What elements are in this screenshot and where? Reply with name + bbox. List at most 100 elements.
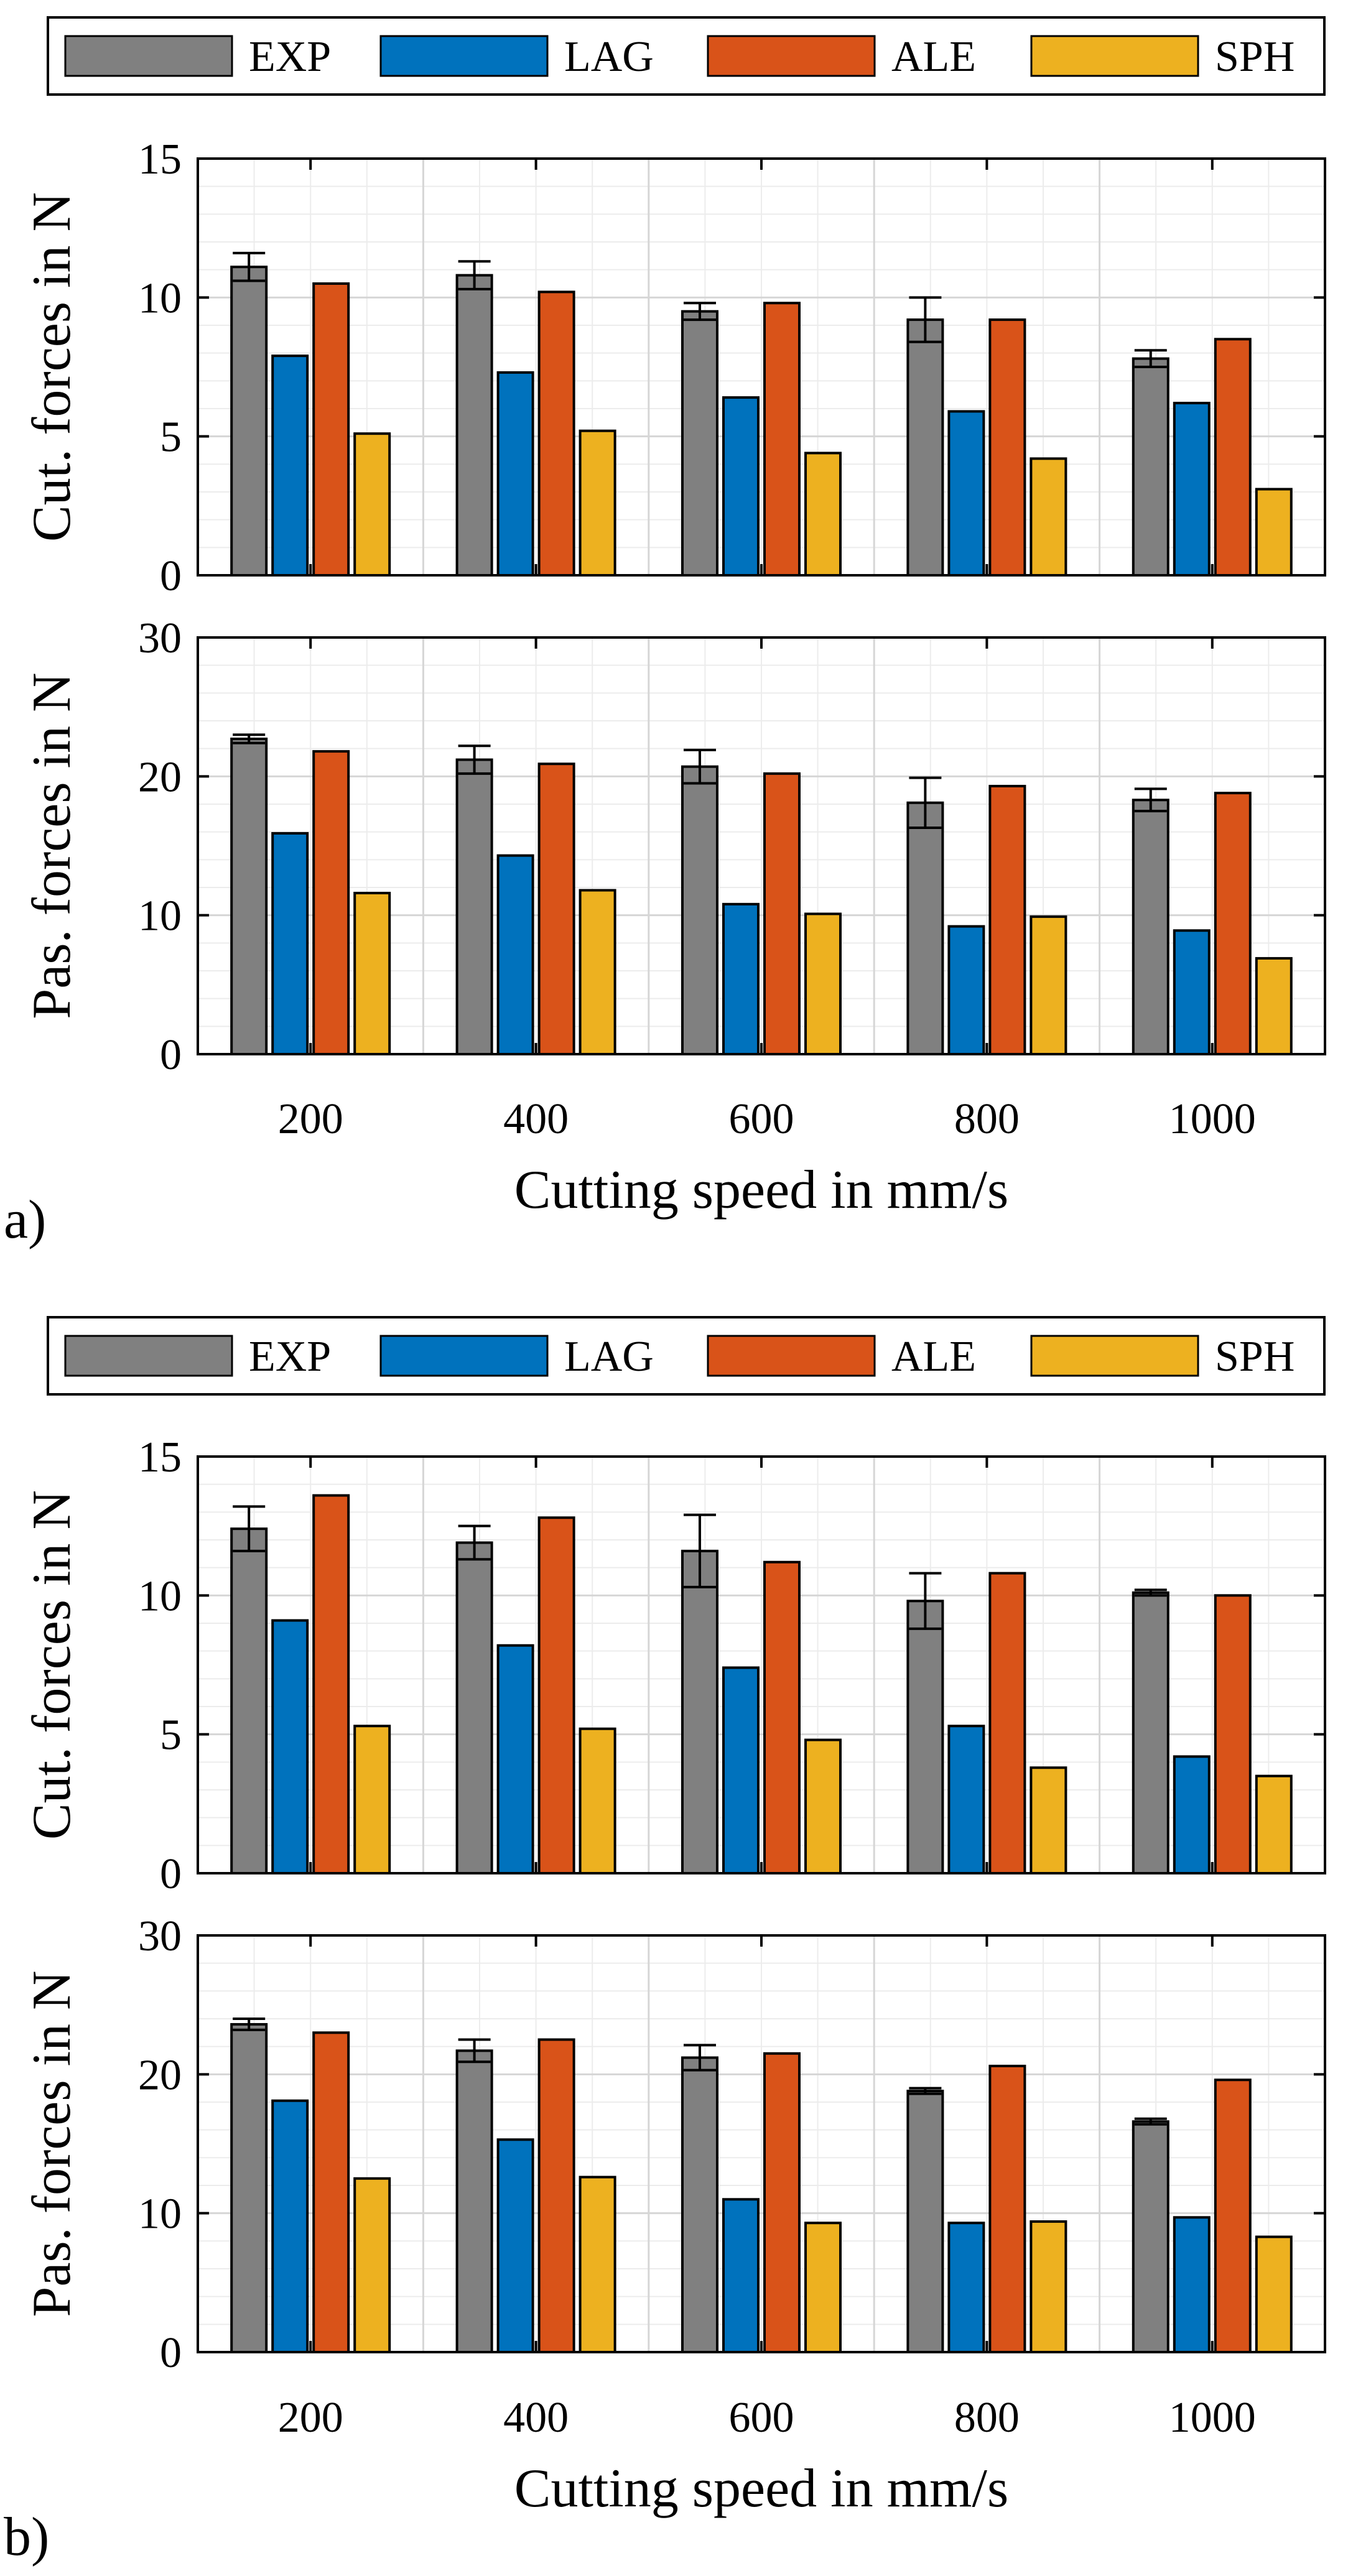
- bar-exp-200: [230, 2022, 268, 2353]
- y-tick-label: 10: [138, 274, 182, 322]
- subplot-passive-forces: 0 10 20 30 Pas. forces in N: [22, 614, 1326, 1079]
- panel-label: a): [4, 1190, 46, 1250]
- bar-sph-600: [804, 452, 842, 577]
- bar-sph-400: [579, 889, 616, 1055]
- bar-lag-200: [271, 354, 309, 577]
- legend-swatch-lag: [379, 35, 549, 77]
- bar-lag-200: [271, 832, 309, 1056]
- figure-panel-a: EXP LAG ALE SPH 0 5 10 15 Cut. forces in N 0 10 20 3…: [4, 16, 1326, 1250]
- error-bar-1000: [1134, 349, 1167, 368]
- x-tick-label: 1000: [1169, 1095, 1256, 1143]
- legend-swatch-sph: [1030, 1335, 1199, 1377]
- legend-swatch-exp: [64, 1335, 233, 1377]
- legend-swatch-exp: [64, 35, 233, 77]
- y-tick-label: 5: [160, 414, 182, 461]
- subplot-passive-forces: 0 10 20 30 Pas. forces in N: [22, 1912, 1326, 2377]
- x-axis-label: Cutting speed in mm/s: [514, 2458, 1008, 2519]
- bar-sph-600: [804, 1738, 842, 1875]
- y-tick-label: 0: [160, 2329, 182, 2377]
- bar-ale-200: [312, 750, 350, 1055]
- subplot-cutting-forces: 0 5 10 15 Cut. forces in N: [22, 1434, 1326, 1898]
- bar-exp-200: [230, 738, 268, 1055]
- y-tick-label: 15: [138, 136, 182, 183]
- bar-exp-800: [906, 318, 944, 577]
- bar-ale-800: [988, 784, 1026, 1055]
- bar-sph-800: [1030, 457, 1067, 577]
- legend-label-sph: SPH: [1215, 1333, 1295, 1381]
- bar-lag-600: [722, 1666, 760, 1874]
- legend-label-lag: LAG: [564, 33, 654, 81]
- bar-exp-1000: [1132, 2120, 1169, 2353]
- legend: EXP LAG ALE SPH: [47, 16, 1326, 96]
- bar-sph-600: [804, 2222, 842, 2354]
- bar-sph-800: [1030, 1766, 1067, 1874]
- legend: EXP LAG ALE SPH: [47, 1316, 1326, 1396]
- bar-ale-200: [312, 1494, 350, 1875]
- bar-sph-1000: [1255, 2235, 1293, 2353]
- bar-sph-200: [353, 432, 391, 577]
- y-tick-label: 20: [138, 753, 182, 801]
- x-tick-label: 600: [729, 2394, 794, 2442]
- error-bar-200: [233, 2018, 266, 2031]
- bar-exp-800: [906, 1600, 944, 1874]
- y-tick-label: 0: [160, 552, 182, 600]
- error-bar-800: [909, 2087, 942, 2095]
- error-bar-1000: [1134, 1588, 1167, 1597]
- y-tick-label: 10: [138, 2190, 182, 2238]
- y-tick-label: 5: [160, 1712, 182, 1759]
- error-bar-600: [684, 1513, 716, 1588]
- y-axis-label: Cut. forces in N: [22, 192, 82, 542]
- bar-lag-1000: [1173, 402, 1211, 577]
- bar-lag-800: [947, 410, 985, 577]
- bar-lag-400: [496, 2138, 534, 2354]
- bar-lag-800: [947, 2222, 985, 2354]
- error-bar-800: [909, 776, 942, 829]
- bar-exp-200: [230, 266, 268, 577]
- error-bar-600: [684, 2044, 716, 2072]
- bar-sph-400: [579, 2175, 616, 2354]
- bar-sph-200: [353, 1725, 391, 1874]
- bar-lag-600: [722, 902, 760, 1056]
- legend-swatch-ale: [707, 1335, 876, 1377]
- bar-sph-1000: [1255, 1774, 1293, 1875]
- y-tick-label: 0: [160, 1031, 182, 1079]
- y-axis-label: Cut. forces in N: [22, 1490, 82, 1840]
- bar-exp-400: [455, 758, 493, 1055]
- bar-ale-400: [537, 2038, 575, 2353]
- panel-label: b): [4, 2507, 49, 2567]
- bar-sph-600: [804, 912, 842, 1056]
- bar-exp-600: [681, 2056, 718, 2354]
- x-tick-label: 400: [503, 2394, 569, 2442]
- error-bar-400: [458, 1524, 491, 1561]
- subplot-cutting-forces: 0 5 10 15 Cut. forces in N: [22, 136, 1326, 600]
- bar-lag-600: [722, 396, 760, 577]
- bar-exp-400: [455, 2049, 493, 2354]
- bar-ale-600: [763, 772, 801, 1056]
- bar-ale-1000: [1214, 1594, 1252, 1874]
- bar-ale-400: [537, 1516, 575, 1874]
- error-bar-600: [684, 302, 716, 322]
- bar-exp-600: [681, 1549, 718, 1875]
- bar-lag-1000: [1173, 2216, 1211, 2354]
- x-axis-label: Cutting speed in mm/s: [514, 1160, 1008, 1220]
- x-tick-label: 200: [278, 2394, 343, 2442]
- error-bar-800: [909, 296, 942, 343]
- y-tick-label: 10: [138, 1572, 182, 1620]
- bar-exp-1000: [1132, 799, 1169, 1056]
- bar-lag-400: [496, 854, 534, 1055]
- bar-ale-400: [537, 762, 575, 1055]
- bar-lag-600: [722, 2198, 760, 2353]
- legend-label-ale: ALE: [891, 1333, 976, 1381]
- error-bar-400: [458, 2038, 491, 2064]
- legend-swatch-sph: [1030, 35, 1199, 77]
- bar-sph-400: [579, 429, 616, 577]
- x-tick-label: 800: [954, 1095, 1020, 1143]
- bar-lag-800: [947, 1725, 985, 1874]
- legend-label-ale: ALE: [891, 33, 976, 81]
- bar-lag-800: [947, 925, 985, 1055]
- bar-lag-200: [271, 2099, 309, 2353]
- y-axis-label: Pas. forces in N: [22, 1970, 82, 2317]
- y-tick-label: 30: [138, 614, 182, 662]
- bar-lag-200: [271, 1619, 309, 1875]
